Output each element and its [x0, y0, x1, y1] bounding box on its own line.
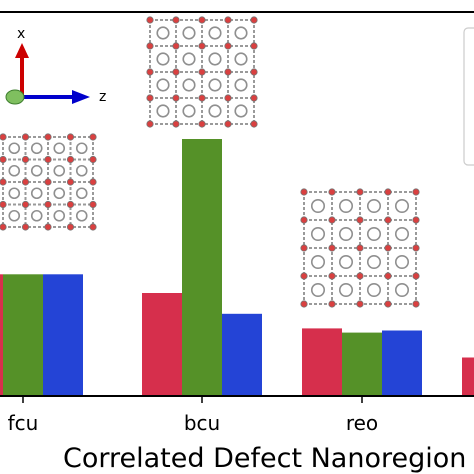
x-tick-label-bcu: bcu: [184, 411, 220, 435]
bar-reo-series1: [342, 332, 382, 395]
bar-bcu-series2: [222, 313, 262, 395]
legend-box: [463, 27, 474, 166]
bar-bcu-series0: [142, 293, 182, 395]
fcu-structure-inset: [0, 133, 97, 231]
bar-fcu-series1: [3, 274, 43, 395]
bars-group: [0, 139, 474, 395]
bar-fcu-series0: [0, 274, 3, 395]
bar-reo-series2: [382, 330, 422, 395]
bar-cat3-series0: [462, 357, 474, 395]
orientation-up-label: x: [17, 26, 25, 42]
bcu-structure-inset: [146, 16, 258, 128]
x-ticks-group: fcu bcu reo: [8, 396, 378, 435]
bar-reo-series0: [302, 328, 342, 395]
reo-structure-inset: [300, 188, 420, 308]
x-tick-label-reo: reo: [346, 411, 378, 435]
bar-bcu-series1: [182, 139, 222, 395]
orientation-axes-icon: x z: [5, 26, 106, 105]
x-tick-label-fcu: fcu: [8, 411, 39, 435]
x-axis-title: Correlated Defect Nanoregion: [63, 443, 466, 474]
orientation-right-label: z: [99, 89, 106, 105]
bar-fcu-series2: [43, 274, 83, 395]
